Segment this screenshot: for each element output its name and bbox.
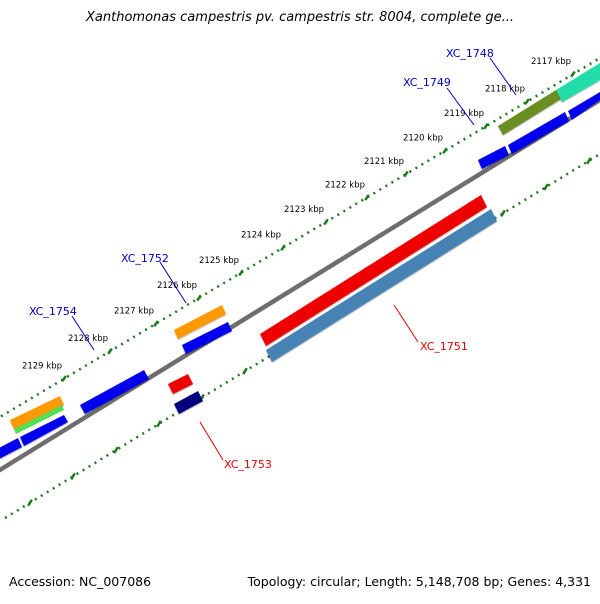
tick-labels: 2117 kbp 2118 kbp 2119 kbp 2120 kbp 2121 kbp… (22, 57, 571, 372)
cds-arrow[interactable] (568, 92, 600, 120)
genome-backbone (0, 98, 600, 473)
gene-label-xc1752[interactable]: XC_1752 (121, 252, 169, 265)
inner-tick (27, 499, 33, 507)
gene-xc1751-feature[interactable] (260, 195, 487, 346)
major-tick (524, 98, 530, 105)
gene-label-xc1749[interactable]: XC_1749 (403, 76, 451, 89)
inner-tick (543, 183, 549, 191)
major-tick (238, 269, 244, 277)
genome-summary-text: Topology: circular; Length: 5,148,708 bp… (247, 574, 591, 589)
tick-label: 2127 kbp (114, 307, 154, 317)
gene-xc1754-feature[interactable] (10, 396, 64, 429)
cds-arrow[interactable] (80, 370, 149, 414)
gene-xc1753-protein[interactable] (174, 391, 203, 414)
tick-label: 2120 kbp (403, 134, 443, 144)
major-tick (442, 147, 448, 155)
gene-xc1748-feature[interactable] (498, 90, 561, 135)
gene-xc1749-feature[interactable] (478, 146, 509, 169)
cds-arrow[interactable] (20, 415, 68, 446)
major-tick (153, 320, 159, 327)
inner-tick (242, 367, 248, 375)
tick-label: 2119 kbp (444, 109, 484, 119)
tick-label: 2118 kbp (485, 85, 525, 95)
major-tick (364, 194, 370, 201)
major-tick (570, 70, 576, 78)
cds-arrow[interactable] (508, 112, 569, 154)
gene-xc1751-protein[interactable] (266, 209, 497, 362)
inner-tick (113, 446, 119, 454)
reverse-features (168, 195, 497, 414)
tick-label: 2124 kbp (241, 231, 281, 241)
inner-tick (156, 420, 162, 428)
tick-label: 2121 kbp (364, 157, 404, 167)
major-tick (280, 244, 286, 251)
major-tick (107, 347, 113, 355)
label-leaders (71, 57, 517, 461)
outer-tick-line (0, 56, 600, 419)
tick-label: 2128 kbp (68, 334, 108, 344)
gene-label-xc1751[interactable]: XC_1751 (420, 340, 468, 353)
major-tick (196, 294, 202, 302)
inner-tick (70, 472, 76, 481)
gene-label-xc1754[interactable]: XC_1754 (29, 305, 77, 318)
tick-label: 2125 kbp (199, 256, 239, 266)
major-tick (483, 122, 489, 130)
inner-tick (500, 209, 506, 217)
major-tick (61, 375, 67, 383)
major-tick (403, 170, 409, 178)
rna-feature[interactable] (556, 63, 600, 102)
map-title: Xanthomonas campestris pv. campestris st… (86, 10, 514, 25)
tick-marks (27, 70, 592, 507)
gene-label-xc1748[interactable]: XC_1748 (446, 47, 494, 60)
tick-label: 2122 kbp (325, 180, 365, 190)
cds-arrow[interactable] (0, 438, 22, 459)
inner-tick (586, 157, 592, 165)
accession-text: Accession: NC_007086 (9, 574, 152, 589)
tick-label: 2117 kbp (531, 57, 571, 67)
gene-xc1754-rna[interactable] (14, 405, 64, 434)
gene-xc1753-feature[interactable] (168, 374, 193, 394)
tick-label: 2129 kbp (22, 362, 62, 372)
gene-label-xc1753[interactable]: XC_1753 (224, 458, 272, 471)
tick-label: 2126 kbp (157, 281, 197, 291)
tick-label: 2123 kbp (284, 205, 324, 215)
gene-xc1752-feature[interactable] (174, 305, 226, 339)
cds-arrow[interactable] (182, 322, 232, 354)
forward-features (0, 63, 600, 459)
major-tick (323, 218, 329, 226)
